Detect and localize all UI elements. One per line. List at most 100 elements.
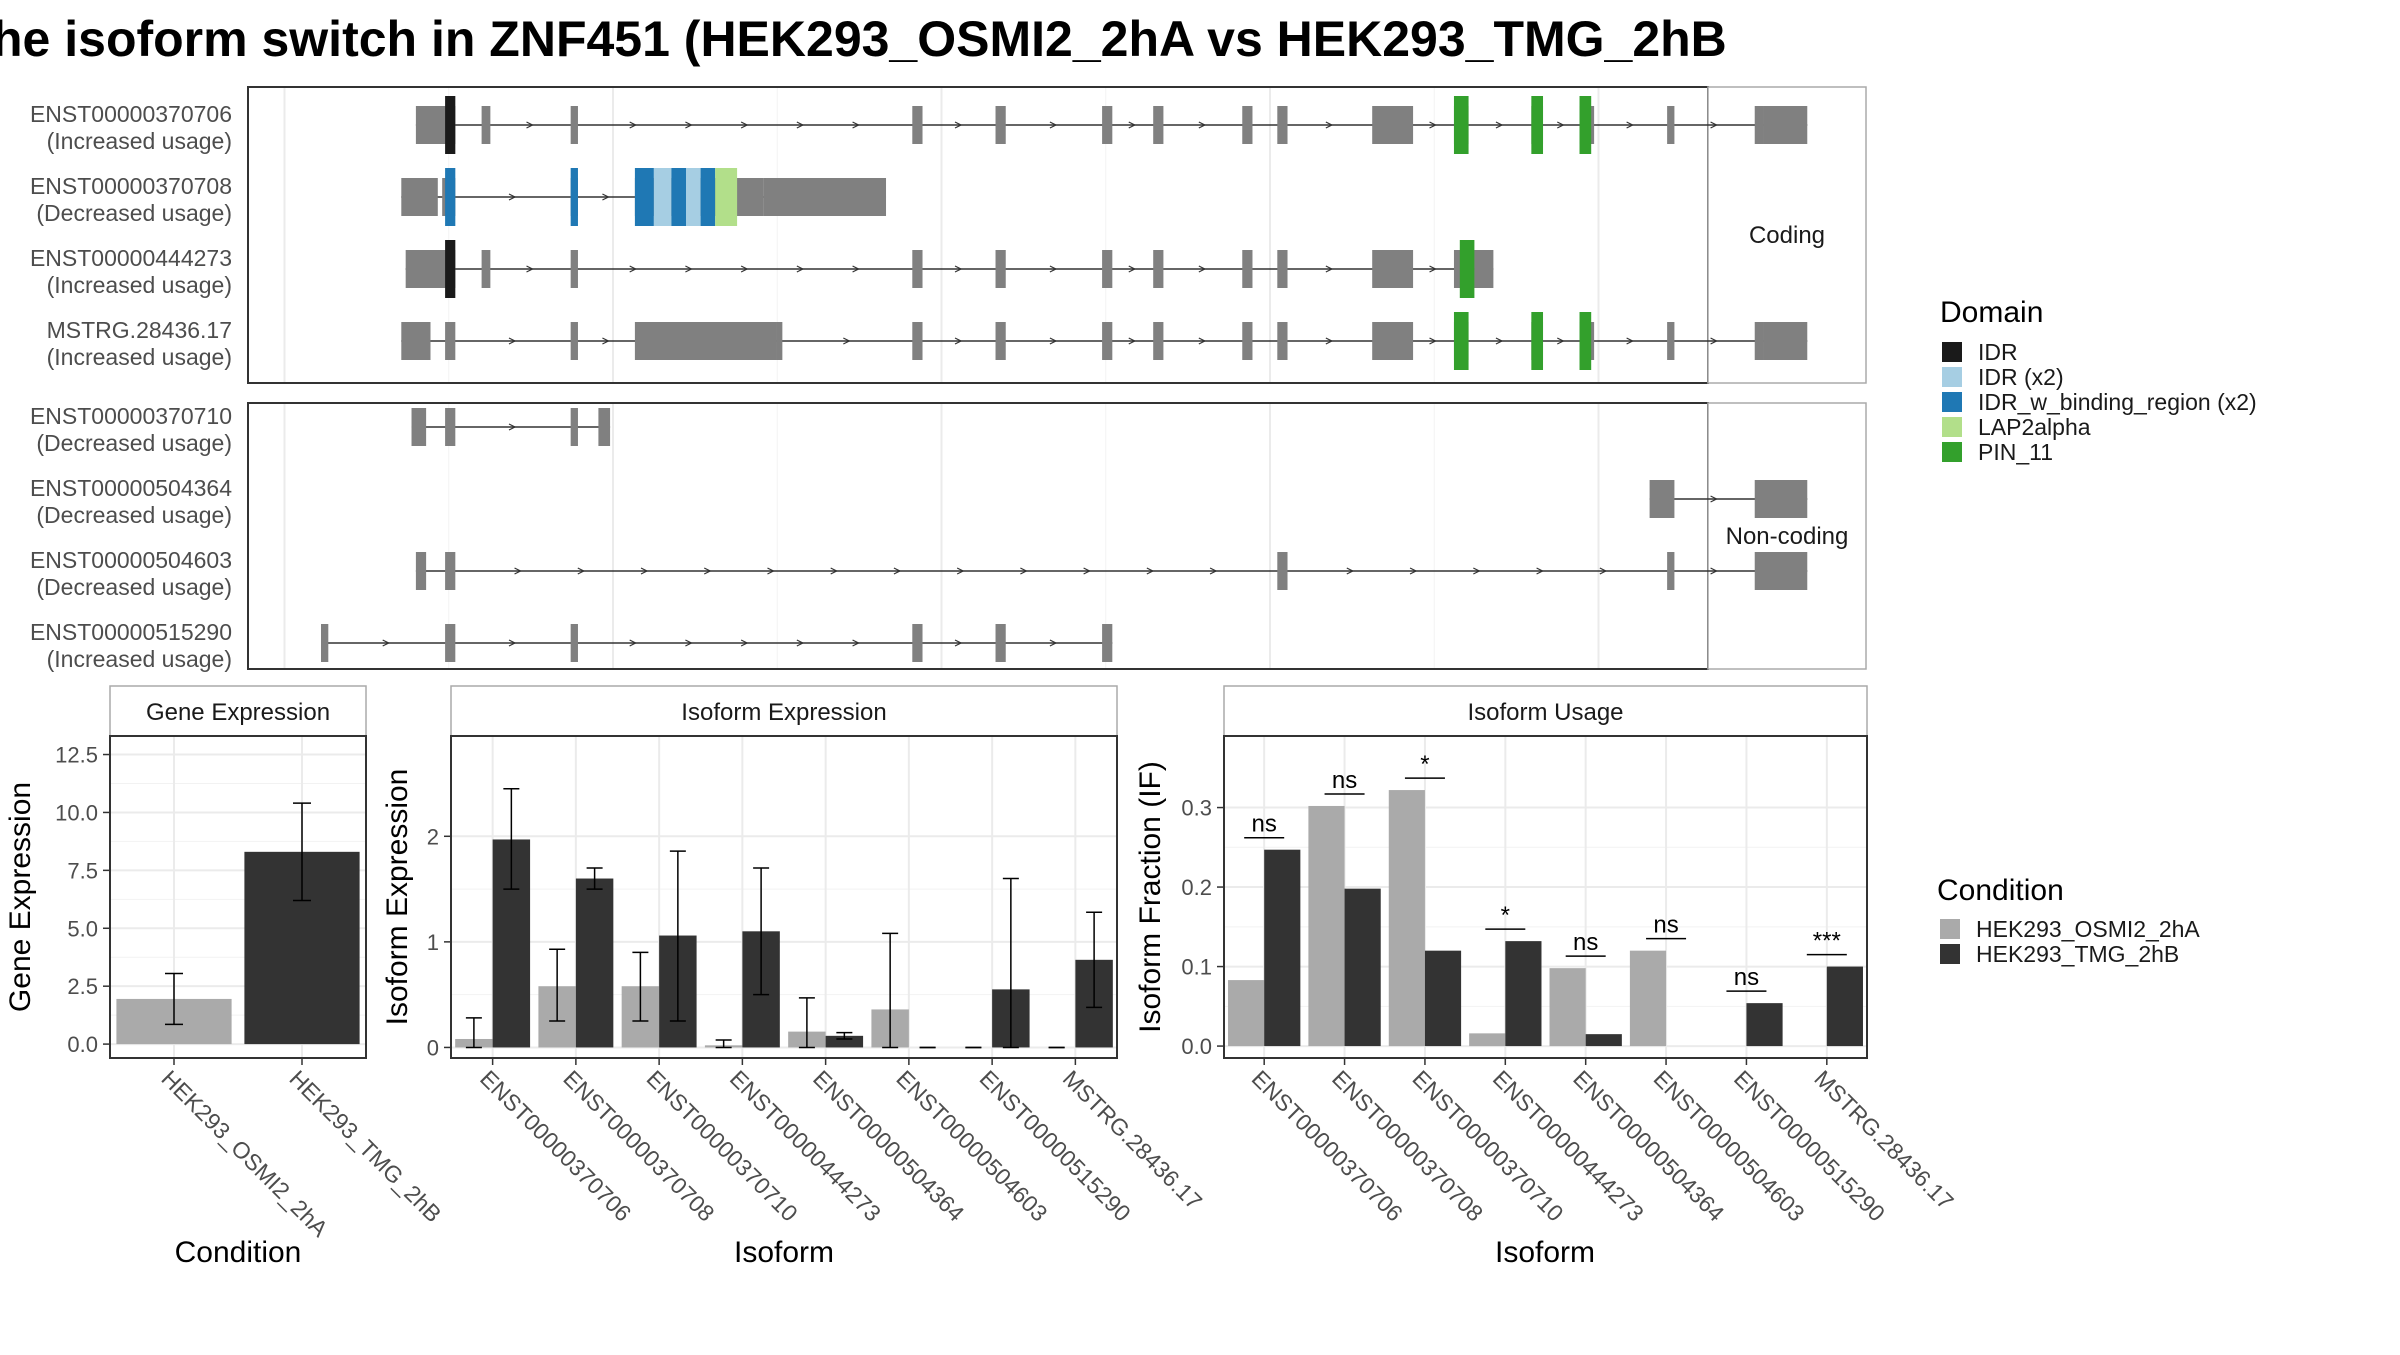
legend-title: Condition <box>1937 874 2064 907</box>
transcript-row: ENST00000370710(Decreased usage) <box>30 403 611 456</box>
intron-arrow <box>508 193 517 201</box>
y-tick-label: 0 <box>427 1035 439 1060</box>
legend-item: PIN_11 <box>1978 439 2053 465</box>
exon <box>1754 106 1764 144</box>
exon <box>1763 322 1808 360</box>
y-tick-label: 1 <box>427 930 439 955</box>
exon <box>1277 106 1288 144</box>
y-tick-label: 10.0 <box>55 800 98 825</box>
exon <box>445 408 456 446</box>
transcript-row: ENST00000370706(Increased usage) <box>30 96 1808 154</box>
exon <box>401 178 431 216</box>
y-axis-title: Isoform Expression <box>381 769 414 1026</box>
exon <box>415 552 427 590</box>
domain-block <box>686 168 701 226</box>
intron-arrow <box>382 639 391 647</box>
exon <box>912 106 923 144</box>
domain-block <box>445 96 456 154</box>
domain-block <box>570 168 578 226</box>
exon <box>1102 250 1113 288</box>
intron-arrow <box>852 265 860 273</box>
exon <box>445 552 456 590</box>
transcript-name: ENST00000504364 <box>30 475 232 501</box>
intron-arrow <box>1626 337 1634 345</box>
bar <box>1344 888 1381 1047</box>
transcript-usage: (Increased usage) <box>47 128 232 154</box>
legend-title: Domain <box>1940 296 2043 329</box>
legend-item: IDR (x2) <box>1978 364 2064 390</box>
exon <box>1763 106 1808 144</box>
exon <box>570 250 578 288</box>
y-axis-title: Gene Expression <box>4 782 37 1012</box>
exon <box>1277 552 1288 590</box>
intron-arrow <box>1429 337 1437 345</box>
transcript-usage: (Decreased usage) <box>36 200 232 226</box>
intron-arrow <box>1599 567 1608 575</box>
x-tick-label: ENST00000515290 <box>975 1065 1136 1226</box>
transcript-name: ENST00000370706 <box>30 101 232 127</box>
intron-arrow <box>685 265 693 273</box>
exon <box>411 408 427 446</box>
intron-arrow <box>1710 121 1718 129</box>
exon <box>401 322 431 360</box>
panel-border <box>450 735 1118 1059</box>
intron-arrow <box>1128 265 1137 273</box>
exon <box>1667 106 1675 144</box>
intron-arrow <box>796 265 805 273</box>
intron-arrow <box>954 121 963 129</box>
intron-arrow <box>1557 337 1565 345</box>
exon <box>995 322 1006 360</box>
significance-label: ns <box>1573 929 1598 956</box>
y-tick-label: 0.1 <box>1181 955 1212 980</box>
domain-block <box>445 168 456 226</box>
significance-label: * <box>1420 751 1429 778</box>
intron-arrow <box>1049 337 1058 345</box>
exon <box>445 624 456 662</box>
y-tick-label: 5.0 <box>67 916 98 941</box>
panel-border <box>109 735 367 1059</box>
intron-arrow <box>1198 121 1207 129</box>
intron-arrow <box>830 567 839 575</box>
intron-arrow <box>1626 121 1634 129</box>
exon <box>1153 106 1164 144</box>
exon <box>598 408 611 446</box>
exon <box>570 106 578 144</box>
transcript-row: ENST00000370708(Decreased usage) <box>30 168 887 226</box>
intron-arrow <box>526 265 534 273</box>
transcript-usage: (Decreased usage) <box>36 574 232 600</box>
intron-arrow <box>740 265 749 273</box>
facet-label: Coding <box>1749 222 1825 249</box>
intron-arrow <box>1128 337 1137 345</box>
legend-swatch <box>1940 944 1960 964</box>
intron-arrow <box>508 337 517 345</box>
intron-arrow <box>1710 337 1718 345</box>
intron-arrow <box>954 265 963 273</box>
transcript-usage: (Increased usage) <box>47 646 232 672</box>
domain-block <box>1579 96 1592 154</box>
y-tick-label: 2 <box>427 824 439 849</box>
chart-title: he isoform switch in ZNF451 (HEK293_OSMI… <box>0 11 1727 67</box>
intron-arrow <box>1020 567 1028 575</box>
intron-arrow <box>629 639 638 647</box>
exon <box>321 624 329 662</box>
exon <box>1102 106 1113 144</box>
intron-arrow <box>1146 567 1155 575</box>
intron-arrow <box>508 423 517 431</box>
x-tick-label: ENST00000370708 <box>558 1065 719 1226</box>
legend-swatch <box>1942 392 1962 412</box>
exon <box>415 106 431 144</box>
exon <box>912 322 923 360</box>
exon <box>1242 250 1253 288</box>
exon <box>1754 322 1764 360</box>
x-tick-label: ENST00000444273 <box>725 1065 886 1226</box>
legend-swatch <box>1942 417 1962 437</box>
domain-block <box>1453 96 1469 154</box>
significance-label: ns <box>1332 767 1357 794</box>
intron-arrow <box>1049 265 1058 273</box>
facet-strip <box>109 685 367 737</box>
intron-arrow <box>843 337 851 345</box>
exon <box>776 322 783 360</box>
exon <box>1649 480 1675 518</box>
transcript-usage: (Decreased usage) <box>36 502 232 528</box>
legend-item: HEK293_OSMI2_2hA <box>1976 916 2200 942</box>
